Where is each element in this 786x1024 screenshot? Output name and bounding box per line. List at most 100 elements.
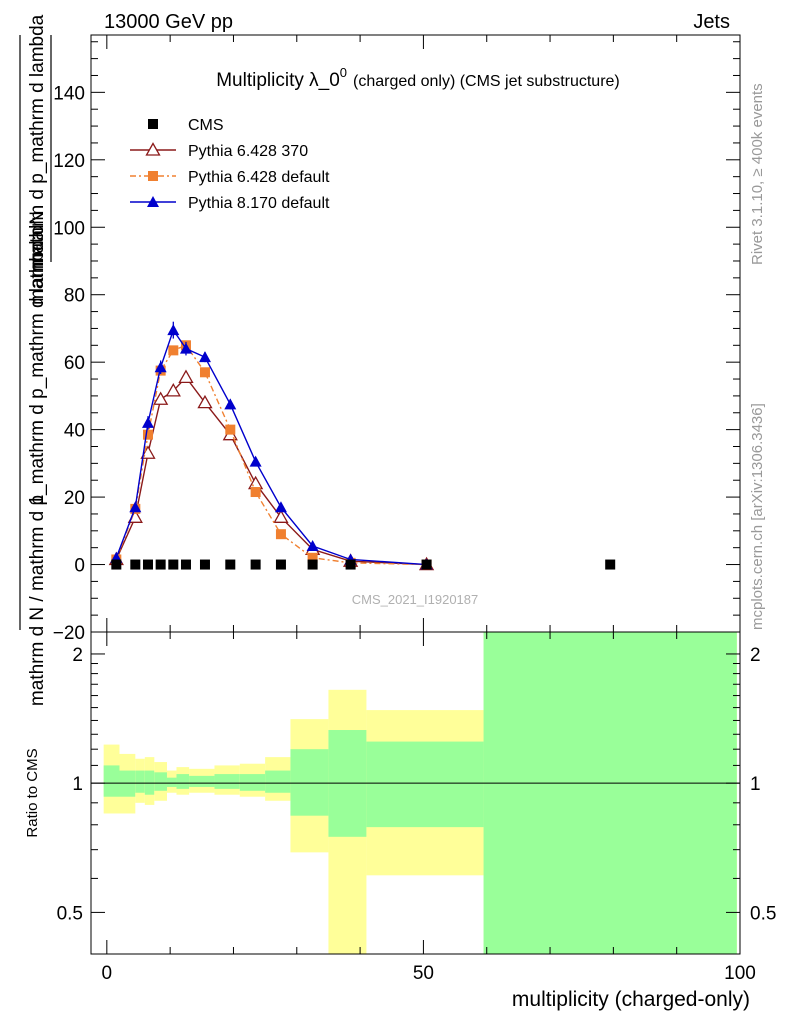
data-point [249, 455, 262, 467]
ratio-green-band [265, 770, 291, 793]
series-line [115, 376, 427, 566]
data-point [250, 559, 261, 570]
data-point [165, 383, 181, 397]
ratio-green-band [166, 777, 177, 787]
data-point [148, 171, 158, 181]
y-tick-label: −20 [53, 623, 85, 644]
data-point [145, 142, 161, 156]
x-tick-label: 50 [413, 963, 434, 984]
y-tick-label: 120 [53, 151, 85, 172]
ratio-uncertainty-bands [103, 632, 737, 954]
data-point [130, 559, 141, 570]
main-y-axis: −20 0 20 40 60 80 100 120 140 [53, 41, 740, 644]
data-point [225, 559, 236, 570]
data-point [275, 559, 286, 570]
data-point [225, 424, 236, 435]
main-x-ticks [106, 35, 741, 632]
ratio-green-band [135, 770, 145, 793]
mcplots-reference-label: mcplots.cern.ch [arXiv:1306.3436] [749, 403, 766, 630]
data-point [248, 475, 264, 490]
ratio-green-band [290, 749, 329, 816]
data-point [179, 342, 192, 354]
y-tick-label: 60 [64, 353, 85, 374]
main-series-group [108, 321, 616, 571]
data-point [345, 559, 356, 570]
y-label-denominator-top: mathrm d p_mathrm d lambda [27, 14, 48, 269]
series-line [115, 344, 427, 566]
ratio-green-band [189, 775, 215, 787]
ratio-y-axis-label: Ratio to CMS [24, 748, 41, 837]
x-tick-label: 0 [102, 963, 113, 984]
data-point [180, 559, 191, 570]
y-label-numerator: mathrm dN [27, 211, 48, 305]
ratio-green-band [366, 741, 484, 828]
legend-item: CMS [148, 117, 224, 134]
data-point [141, 416, 154, 428]
data-point [153, 391, 169, 405]
chart-subtitle: (charged only) (CMS jet substructure) [353, 73, 620, 90]
series-pythia-8-170-default [110, 321, 433, 570]
ratio-y-tick-label: 1 [72, 774, 83, 795]
data-point [275, 529, 286, 540]
data-point [111, 559, 122, 570]
y-label-prefix: 1 [26, 494, 48, 505]
data-point [307, 552, 318, 563]
y-tick-label: 20 [64, 488, 85, 509]
data-point [154, 361, 167, 373]
data-point [147, 196, 159, 207]
legend-item: Pythia 8.170 default [130, 195, 330, 212]
legend-item: Pythia 6.428 default [130, 169, 330, 186]
main-y-axis-label: 1 mathrm dN mathrm d p_mathrm d lambda m… [19, 14, 52, 706]
data-point [168, 345, 179, 356]
y-label-denominator-bottom: mathrm d N / mathrm d p_mathrm d p_mathr… [27, 229, 48, 706]
y-tick-label: 80 [64, 286, 85, 307]
ratio-y-axis: 0.5 0.5 1 1 2 2 [57, 645, 777, 924]
data-point [250, 487, 261, 498]
y-tick-label: 40 [64, 421, 85, 442]
ratio-y-tick-label-right: 2 [750, 645, 761, 666]
ratio-green-band [154, 772, 167, 791]
y-tick-label: 100 [53, 218, 85, 239]
data-point [421, 559, 432, 570]
legend-label: Pythia 8.170 default [188, 195, 330, 212]
rivet-version-label: Rivet 3.1.10, ≥ 400k events [749, 83, 766, 265]
legend-label: CMS [188, 117, 224, 134]
chart-title-superscript: 0 [340, 65, 347, 80]
ratio-y-tick-label: 0.5 [57, 903, 83, 924]
data-point [273, 509, 289, 523]
data-point [167, 324, 180, 336]
series-cms [111, 559, 616, 570]
data-point [198, 351, 211, 363]
x-axis-label: multiplicity (charged-only) [512, 988, 750, 1011]
data-point [307, 559, 318, 570]
chart-title: Multiplicity λ_00 (charged only) (CMS jet… [216, 65, 620, 91]
ratio-green-band [103, 765, 120, 797]
header-process-label: Jets [693, 11, 730, 33]
data-point [274, 501, 287, 513]
ratio-x-axis: 0 50 100 [102, 632, 756, 984]
ratio-green-band [144, 770, 155, 795]
data-point [142, 559, 153, 570]
data-point [199, 559, 210, 570]
data-point [605, 559, 616, 570]
analysis-watermark: CMS_2021_I1920187 [352, 592, 479, 607]
ratio-green-band [239, 774, 266, 791]
data-point [129, 501, 142, 513]
data-point [306, 539, 319, 551]
data-point [197, 394, 213, 409]
data-point [155, 559, 166, 570]
header-energy-label: 13000 GeV pp [104, 11, 233, 33]
data-point [148, 119, 158, 129]
chart-title-main: Multiplicity λ_0 [216, 70, 340, 91]
ratio-y-tick-label-right: 1 [750, 774, 761, 795]
ratio-plot-panel: 0.5 0.5 1 1 2 2 0 50 100 Ratio to CMS multiplic… [24, 631, 777, 1011]
ratio-green-band [483, 632, 737, 954]
series-pythia-6-428-370 [108, 369, 435, 571]
data-point [142, 429, 153, 440]
ratio-y-tick-label-right: 0.5 [750, 903, 776, 924]
legend-label: Pythia 6.428 370 [188, 143, 308, 160]
ratio-green-band [176, 774, 190, 789]
series-line [115, 328, 427, 566]
